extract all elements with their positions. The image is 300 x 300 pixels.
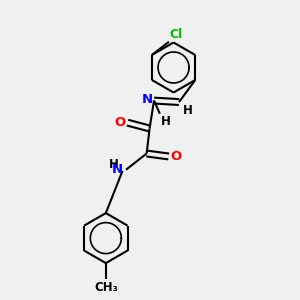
Text: O: O (170, 150, 182, 163)
Text: H: H (161, 115, 171, 128)
Text: CH₃: CH₃ (94, 281, 118, 294)
Text: H: H (183, 104, 192, 117)
Text: N: N (112, 163, 123, 176)
Text: Cl: Cl (170, 28, 183, 41)
Text: H: H (109, 158, 119, 171)
Text: N: N (141, 94, 152, 106)
Text: O: O (115, 116, 126, 129)
